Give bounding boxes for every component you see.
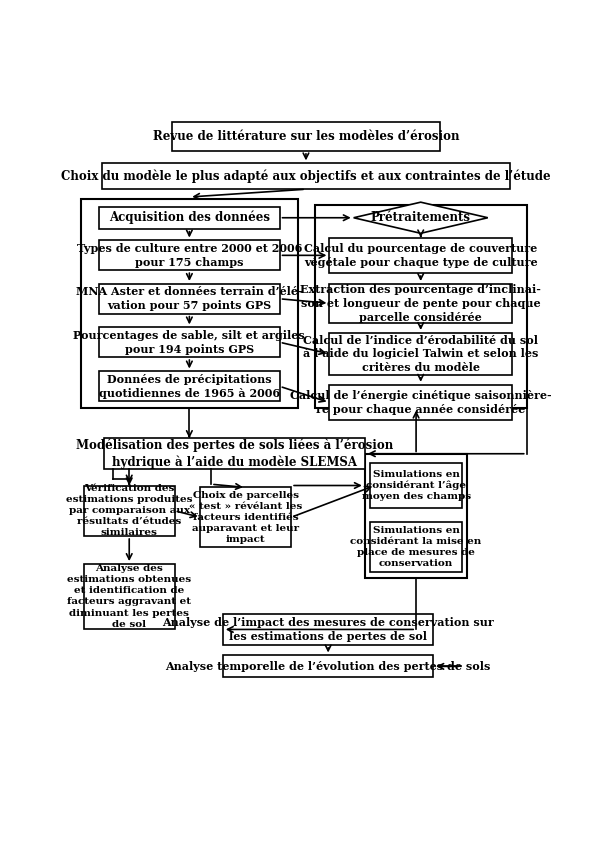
- FancyBboxPatch shape: [84, 564, 174, 629]
- FancyBboxPatch shape: [99, 207, 279, 229]
- Polygon shape: [353, 202, 488, 233]
- FancyBboxPatch shape: [330, 237, 512, 273]
- FancyBboxPatch shape: [99, 371, 279, 402]
- Text: Modélisation des pertes de sols liées à l’érosion
hydrique à l’aide du modèle SL: Modélisation des pertes de sols liées à …: [76, 439, 393, 469]
- Text: Données de précipitations
quotidiennes de 1965 à 2006: Données de précipitations quotidiennes d…: [99, 374, 280, 398]
- FancyBboxPatch shape: [223, 614, 433, 645]
- FancyBboxPatch shape: [330, 333, 512, 375]
- FancyBboxPatch shape: [330, 284, 512, 322]
- Text: Simulations en
considérant la mise en
place de mesures de
conservation: Simulations en considérant la mise en pl…: [350, 526, 482, 568]
- Text: Analyse des
estimations obtenues
et identification de
facteurs aggravant et
dimi: Analyse des estimations obtenues et iden…: [67, 564, 191, 629]
- Text: Calcul du pourcentage de couverture
végétale pour chaque type de culture: Calcul du pourcentage de couverture végé…: [304, 243, 537, 268]
- Text: Acquisition des données: Acquisition des données: [109, 211, 270, 225]
- Text: Vérification des
estimations produites
par comparaison aux
résultats d’études
si: Vérification des estimations produites p…: [66, 484, 192, 537]
- Text: Prétraitements: Prétraitements: [371, 211, 470, 224]
- FancyBboxPatch shape: [172, 122, 440, 151]
- Text: Simulations en
considérant l’âge
moyen des champs: Simulations en considérant l’âge moyen d…: [362, 470, 470, 502]
- Text: Choix du modèle le plus adapté aux objectifs et aux contraintes de l’étude: Choix du modèle le plus adapté aux objec…: [61, 169, 551, 183]
- Text: Pourcentages de sable, silt et argiles
pour 194 points GPS: Pourcentages de sable, silt et argiles p…: [73, 330, 305, 354]
- FancyBboxPatch shape: [330, 385, 512, 420]
- FancyBboxPatch shape: [103, 438, 365, 469]
- Text: Types de culture entre 2000 et 2006
pour 175 champs: Types de culture entre 2000 et 2006 pour…: [76, 243, 302, 268]
- FancyBboxPatch shape: [99, 241, 279, 270]
- Text: Revue de littérature sur les modèles d’érosion: Revue de littérature sur les modèles d’é…: [153, 131, 459, 143]
- Text: Extraction des pourcentage d’inclinai-
son et longueur de pente pour chaque
parc: Extraction des pourcentage d’inclinai- s…: [300, 284, 541, 322]
- FancyBboxPatch shape: [201, 488, 291, 547]
- FancyBboxPatch shape: [370, 463, 462, 508]
- Text: Analyse de l’impact des mesures de conservation sur
les estimations de pertes de: Analyse de l’impact des mesures de conse…: [162, 617, 494, 642]
- FancyBboxPatch shape: [84, 486, 174, 536]
- FancyBboxPatch shape: [370, 522, 462, 573]
- Text: Analyse temporelle de l’évolution des pertes de sols: Analyse temporelle de l’évolution des pe…: [165, 661, 491, 672]
- FancyBboxPatch shape: [103, 163, 510, 189]
- FancyBboxPatch shape: [99, 284, 279, 314]
- FancyBboxPatch shape: [99, 328, 279, 357]
- Text: Calcul de l’indice d’érodabilité du sol
à l’aide du logiciel Talwin et selon les: Calcul de l’indice d’érodabilité du sol …: [303, 334, 538, 373]
- Text: Calcul de l’énergie cinétique saisonnière-
re pour chaque année considérée: Calcul de l’énergie cinétique saisonnièr…: [290, 390, 552, 415]
- Text: MNA Aster et données terrain d’élé-
vation pour 57 points GPS: MNA Aster et données terrain d’élé- vati…: [76, 286, 303, 312]
- FancyBboxPatch shape: [223, 655, 433, 678]
- Text: Choix de parcelles
« test » révélant les
facteurs identifiés
auparavant et leur
: Choix de parcelles « test » révélant les…: [189, 491, 303, 544]
